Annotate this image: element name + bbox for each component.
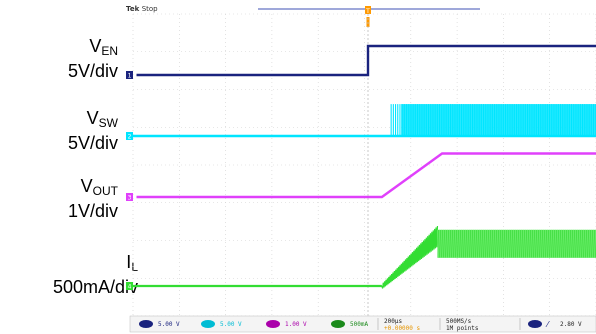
label-il: IL 500mA/div bbox=[53, 252, 138, 297]
svg-text:1.00 V: 1.00 V bbox=[285, 321, 307, 328]
trace-line-ven bbox=[136, 44, 596, 77]
trigger-readout[interactable]: ⁄ 2.80 V bbox=[528, 320, 582, 329]
channel-marker-label: 4 bbox=[128, 284, 132, 291]
svg-text:⁄: ⁄ bbox=[545, 320, 550, 329]
channel-marker-label: 3 bbox=[128, 195, 132, 202]
label-vout-sub: OUT bbox=[92, 184, 118, 198]
label-ven-scale: 5V/div bbox=[67, 61, 118, 81]
svg-text:5.00 V: 5.00 V bbox=[158, 321, 180, 328]
il-ramp bbox=[381, 225, 439, 289]
channel-marker-4[interactable]: 4 bbox=[126, 282, 133, 291]
trace-il: 4 bbox=[126, 225, 596, 291]
label-ven-main: V bbox=[89, 36, 102, 56]
timebase-readout[interactable]: 200µs bbox=[384, 318, 402, 325]
svg-text:500mA: 500mA bbox=[350, 321, 368, 328]
channel-marker-2[interactable]: 2 bbox=[126, 132, 133, 141]
il-ripple-detail bbox=[437, 229, 596, 258]
channel-marker-label: 1 bbox=[128, 73, 132, 80]
channel-marker-3[interactable]: 3 bbox=[126, 193, 133, 202]
label-il-sub: L bbox=[131, 260, 138, 274]
vsw-switching-band bbox=[401, 104, 596, 136]
label-ven: VEN 5V/div bbox=[68, 36, 118, 81]
trace-vout: 3 bbox=[126, 152, 596, 202]
waveforms: 1 2 3 4 bbox=[126, 44, 596, 291]
svg-text:5.00 V: 5.00 V bbox=[220, 321, 242, 328]
ch4-readout[interactable]: 500mA bbox=[331, 320, 368, 328]
record-length-readout: 1M points bbox=[446, 325, 479, 332]
label-vout: VOUT 1V/div bbox=[68, 176, 118, 221]
label-vout-scale: 1V/div bbox=[67, 201, 118, 221]
svg-text:T: T bbox=[365, 8, 370, 15]
label-ven-sub: EN bbox=[101, 44, 118, 58]
scope-brand: Tek Stop bbox=[126, 5, 158, 13]
sample-rate-readout: 500MS/s bbox=[446, 318, 472, 325]
label-vsw-main: V bbox=[86, 108, 99, 128]
graticule bbox=[132, 13, 596, 317]
ch1-readout[interactable]: 5.00 V bbox=[139, 320, 180, 328]
label-vsw: VSW 5V/div bbox=[68, 108, 118, 153]
status-bar: 5.00 V 5.00 V 1.00 V 500mA 200µs +0.0000… bbox=[129, 315, 596, 333]
channel-marker-label: 2 bbox=[128, 134, 132, 141]
trace-line-vout bbox=[136, 152, 596, 199]
trace-ven: 1 bbox=[126, 44, 596, 80]
trigger-position-readout: +0.00000 s bbox=[384, 325, 421, 332]
trace-vsw: 2 bbox=[126, 104, 596, 141]
label-il-scale: 500mA/div bbox=[52, 277, 138, 297]
label-il-main: I bbox=[126, 252, 132, 272]
label-vout-main: V bbox=[80, 176, 93, 196]
label-vsw-sub: SW bbox=[98, 116, 118, 130]
label-vsw-scale: 5V/div bbox=[67, 133, 118, 153]
channel-marker-1[interactable]: 1 bbox=[126, 71, 133, 80]
ch2-readout[interactable]: 5.00 V bbox=[201, 320, 242, 328]
svg-text:2.80 V: 2.80 V bbox=[560, 321, 582, 328]
ch3-readout[interactable]: 1.00 V bbox=[266, 320, 307, 328]
